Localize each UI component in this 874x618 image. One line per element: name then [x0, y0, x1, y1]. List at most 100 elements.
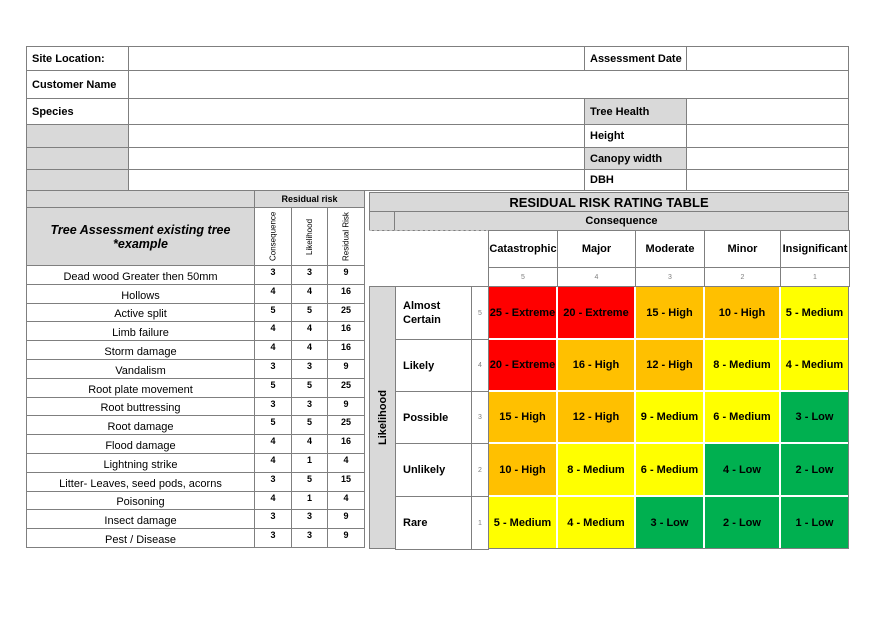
customer-name-field[interactable] [128, 70, 849, 99]
risk-rating-cell: 16 - High [557, 339, 635, 391]
dbh-field[interactable] [686, 169, 849, 191]
assessment-date-label: Assessment Date [584, 46, 687, 71]
blank-field-1[interactable] [128, 124, 585, 148]
risk-item-name: Active split [26, 303, 255, 322]
risk-rating-cell: 1 - Low [780, 496, 849, 549]
risk-item-residual: 16 [327, 321, 365, 341]
risk-item-residual: 9 [327, 528, 365, 548]
risk-item-residual: 15 [327, 472, 365, 492]
likelihood-axis-label: Likelihood [376, 390, 389, 445]
residual-risk-header: Residual risk [254, 190, 365, 208]
tree-health-field[interactable] [686, 98, 849, 125]
risk-item-name: Litter- Leaves, seed pods, acorns [26, 472, 255, 492]
risk-item-residual: 16 [327, 284, 365, 304]
risk-rating-cell: 20 - Extreme [488, 339, 557, 391]
tree-health-label: Tree Health [584, 98, 687, 125]
risk-item-likelihood: 4 [291, 434, 328, 454]
risk-item-name: Limb failure [26, 321, 255, 341]
consequence-score: 4 [557, 267, 636, 287]
risk-item-consequence: 5 [254, 415, 292, 435]
likelihood-name: Unlikely [395, 443, 472, 497]
risk-item-name: Root damage [26, 415, 255, 435]
species-field[interactable] [128, 98, 585, 125]
risk-item-residual: 4 [327, 453, 365, 473]
risk-item-residual: 9 [327, 397, 365, 416]
consequence-score: 5 [488, 267, 558, 287]
risk-item-residual: 4 [327, 491, 365, 510]
matrix-blank-corner [369, 230, 489, 287]
consequence-name: Moderate [635, 230, 705, 268]
risk-item-name: Lightning strike [26, 453, 255, 473]
assessment-date-field[interactable] [686, 46, 849, 71]
height-field[interactable] [686, 124, 849, 148]
risk-rating-cell: 6 - Medium [635, 443, 704, 496]
col-header-consequence: Consequence [254, 207, 292, 266]
risk-rating-cell: 4 - Low [704, 443, 780, 496]
risk-rating-cell: 6 - Medium [704, 391, 780, 443]
risk-item-likelihood: 5 [291, 303, 328, 322]
consequence-score: 1 [780, 267, 850, 287]
risk-item-consequence: 4 [254, 284, 292, 304]
customer-name-label: Customer Name [26, 70, 129, 99]
canopy-width-field[interactable] [686, 147, 849, 170]
risk-item-likelihood: 3 [291, 509, 328, 529]
risk-item-likelihood: 5 [291, 415, 328, 435]
risk-item-likelihood: 5 [291, 378, 328, 398]
likelihood-name: Possible [395, 391, 472, 444]
likelihood-score: 5 [471, 286, 489, 340]
risk-rating-cell: 10 - High [704, 286, 780, 339]
risk-item-consequence: 3 [254, 472, 292, 492]
blank-field-2[interactable] [128, 147, 585, 170]
risk-item-residual: 9 [327, 509, 365, 529]
risk-item-residual: 16 [327, 340, 365, 360]
risk-rating-cell: 12 - High [635, 339, 704, 391]
risk-rating-cell: 20 - Extreme [557, 286, 635, 339]
col-header-residual-risk: Residual Risk [327, 207, 365, 266]
risk-rating-cell: 15 - High [635, 286, 704, 339]
risk-rating-cell: 2 - Low [780, 443, 849, 496]
likelihood-name: Likely [395, 339, 472, 392]
assessment-title: Tree Assessment existing tree *example [26, 207, 255, 266]
consequence-score: 3 [635, 267, 705, 287]
site-location-field[interactable] [128, 46, 585, 71]
risk-rating-cell: 25 - Extreme [488, 286, 557, 339]
site-location-label: Site Location: [26, 46, 129, 71]
consequence-score: 2 [704, 267, 781, 287]
likelihood-score: 4 [471, 339, 489, 392]
risk-rating-cell: 10 - High [488, 443, 557, 496]
consequence-name: Insignificant [780, 230, 850, 268]
risk-item-likelihood: 5 [291, 472, 328, 492]
risk-item-residual: 16 [327, 434, 365, 454]
dbh-label: DBH [584, 169, 687, 191]
risk-item-consequence: 4 [254, 340, 292, 360]
risk-item-name: Hollows [26, 284, 255, 304]
blank-label-1 [26, 124, 129, 148]
blank-label-2 [26, 147, 129, 170]
risk-item-likelihood: 4 [291, 284, 328, 304]
risk-item-consequence: 3 [254, 397, 292, 416]
canopy-width-label: Canopy width [584, 147, 687, 170]
likelihood-name: Rare [395, 496, 472, 550]
risk-rating-cell: 5 - Medium [780, 286, 849, 339]
blank-field-3[interactable] [128, 169, 585, 191]
consequence-name: Catastrophic [488, 230, 558, 268]
risk-rating-cell: 4 - Medium [557, 496, 635, 549]
risk-rating-cell: 5 - Medium [488, 496, 557, 549]
risk-item-name: Vandalism [26, 359, 255, 379]
risk-item-likelihood: 3 [291, 265, 328, 285]
risk-item-name: Storm damage [26, 340, 255, 360]
risk-rating-cell: 12 - High [557, 391, 635, 443]
risk-rating-cell: 15 - High [488, 391, 557, 443]
species-label: Species [26, 98, 129, 125]
risk-item-consequence: 3 [254, 359, 292, 379]
risk-item-likelihood: 4 [291, 321, 328, 341]
risk-item-likelihood: 3 [291, 528, 328, 548]
assessment-header-spacer [26, 190, 255, 208]
risk-rating-cell: 8 - Medium [557, 443, 635, 496]
col-header-likelihood: Likelihood [291, 207, 328, 266]
risk-item-name: Root buttressing [26, 397, 255, 416]
risk-item-likelihood: 3 [291, 359, 328, 379]
risk-item-residual: 25 [327, 378, 365, 398]
risk-item-likelihood: 1 [291, 491, 328, 510]
risk-item-name: Dead wood Greater then 50mm [26, 265, 255, 285]
